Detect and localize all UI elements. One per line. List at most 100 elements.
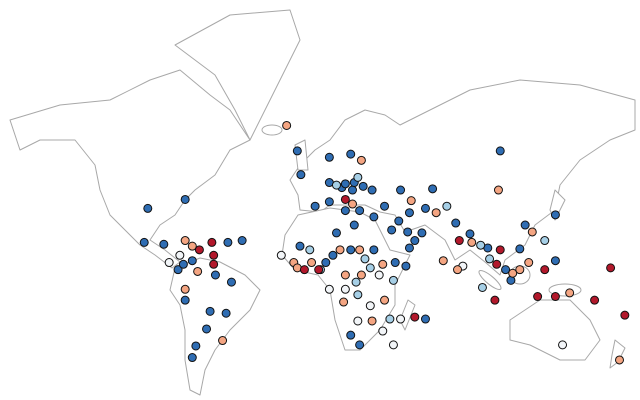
point (339, 297, 349, 307)
new-zealand (609, 339, 626, 369)
point (550, 292, 560, 302)
point (396, 314, 406, 324)
point (310, 201, 320, 211)
point (164, 258, 174, 268)
point (353, 172, 363, 182)
point (187, 353, 197, 363)
point (501, 265, 511, 275)
point (533, 292, 543, 302)
point (346, 149, 356, 159)
point (431, 208, 441, 218)
point (173, 265, 183, 275)
point (221, 308, 231, 318)
land (9, 9, 636, 396)
point (187, 256, 197, 266)
point (367, 185, 377, 195)
point (353, 316, 363, 326)
point (324, 197, 334, 207)
point (378, 259, 388, 269)
point (340, 270, 350, 280)
point (410, 312, 420, 322)
point (180, 295, 190, 305)
point (620, 310, 630, 320)
point (428, 184, 438, 194)
point (401, 261, 411, 271)
point (453, 265, 463, 275)
point (385, 314, 395, 324)
point (340, 179, 350, 189)
point (490, 295, 500, 305)
point (355, 245, 365, 255)
point (388, 275, 398, 285)
point (438, 256, 448, 266)
point (565, 288, 575, 298)
point (210, 270, 220, 280)
point (340, 206, 350, 216)
point (178, 259, 188, 269)
point (282, 120, 292, 130)
point (451, 218, 461, 228)
point (292, 146, 302, 156)
point (615, 355, 624, 365)
point (394, 216, 404, 226)
point (314, 265, 324, 275)
point (520, 220, 530, 230)
point (335, 245, 345, 255)
point (465, 229, 475, 239)
point (340, 194, 350, 204)
point (442, 201, 452, 211)
point (550, 256, 560, 266)
point (331, 228, 341, 238)
point (218, 336, 228, 346)
point (348, 185, 357, 195)
point (355, 206, 365, 216)
point (296, 170, 306, 180)
point (380, 295, 390, 305)
point (606, 263, 616, 273)
point (358, 181, 368, 191)
point (417, 228, 427, 238)
sumatra (478, 269, 502, 291)
point (209, 250, 219, 260)
point (420, 314, 430, 324)
point (590, 295, 600, 305)
eurasia (289, 79, 636, 276)
point (365, 301, 375, 311)
point (390, 258, 400, 268)
point (360, 254, 370, 264)
point (365, 263, 375, 273)
point (355, 340, 365, 350)
point (340, 284, 350, 294)
madagascar (399, 299, 416, 331)
point (353, 290, 363, 300)
point (175, 250, 185, 260)
point (187, 241, 197, 251)
point (396, 185, 406, 195)
point (180, 284, 190, 294)
point (226, 277, 236, 287)
point (410, 236, 420, 246)
point (467, 237, 477, 247)
point (351, 277, 361, 287)
point (374, 270, 384, 280)
point (349, 220, 359, 230)
point (305, 245, 315, 255)
point (356, 155, 366, 165)
point (492, 259, 502, 269)
point (191, 341, 201, 351)
point (404, 208, 414, 218)
point (223, 237, 233, 247)
point (346, 245, 356, 255)
point (485, 254, 495, 264)
point (495, 146, 505, 156)
point (495, 245, 505, 255)
point (276, 250, 286, 260)
point (180, 194, 190, 204)
point (508, 268, 518, 278)
point (194, 245, 204, 255)
point (209, 259, 219, 269)
point (404, 243, 414, 253)
point (331, 180, 341, 190)
point (406, 196, 416, 206)
point (367, 316, 377, 326)
